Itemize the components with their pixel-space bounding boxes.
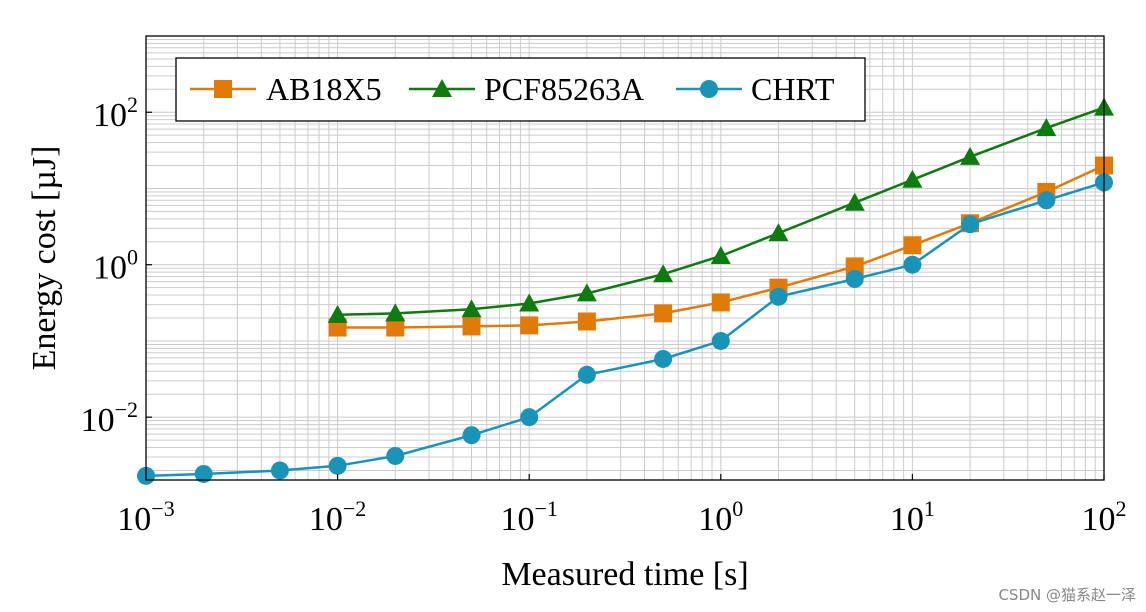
point-chrt bbox=[462, 426, 481, 445]
series-pcf85263a bbox=[327, 97, 1114, 323]
legend-label-ab18x5: AB18X5 bbox=[266, 71, 382, 107]
legend-marker-chrt bbox=[700, 80, 718, 98]
legend-marker-pcf85263a bbox=[432, 79, 452, 97]
point-pcf85263a bbox=[327, 304, 348, 323]
x-tick-label: 100 bbox=[698, 496, 743, 538]
legend: AB18X5 PCF85263A CHRT bbox=[175, 57, 866, 122]
x-tick-label: 10−3 bbox=[117, 496, 174, 538]
series-chrt bbox=[137, 173, 1113, 485]
point-ab18x5 bbox=[711, 293, 730, 312]
legend-box bbox=[175, 57, 866, 122]
point-pcf85263a bbox=[1036, 118, 1057, 137]
point-chrt bbox=[1037, 191, 1056, 210]
point-chrt bbox=[654, 349, 673, 368]
x-tick-label: 10−1 bbox=[500, 496, 557, 538]
x-axis-label: Measured time [s] bbox=[501, 556, 748, 593]
point-pcf85263a bbox=[576, 283, 597, 302]
point-chrt bbox=[961, 215, 980, 234]
y-axis-label: Energy cost [µJ] bbox=[26, 146, 63, 371]
legend-marker-ab18x5 bbox=[214, 80, 232, 98]
legend-entry-chrt: CHRT bbox=[676, 71, 835, 107]
point-chrt bbox=[711, 331, 730, 350]
point-chrt bbox=[769, 287, 788, 306]
point-chrt bbox=[194, 464, 213, 483]
x-tick-label: 102 bbox=[1082, 496, 1127, 538]
plot-frame bbox=[145, 35, 1105, 481]
point-pcf85263a bbox=[710, 246, 731, 265]
x-axis-ticks: 10−3 10−2 10−1 100 101 102 bbox=[117, 474, 1127, 538]
point-chrt bbox=[270, 461, 289, 480]
series-layer bbox=[137, 97, 1114, 485]
point-chrt bbox=[903, 255, 922, 274]
point-pcf85263a bbox=[385, 303, 406, 322]
point-pcf85263a bbox=[519, 293, 540, 312]
x-tick-label: 101 bbox=[890, 496, 935, 538]
point-pcf85263a bbox=[768, 223, 789, 242]
legend-entry-ab18x5: AB18X5 bbox=[190, 71, 382, 107]
legend-entry-pcf85263a: PCF85263A bbox=[409, 71, 644, 107]
point-ab18x5 bbox=[654, 304, 673, 323]
point-pcf85263a bbox=[960, 146, 981, 165]
watermark: CSDN @猫系赵一泽 bbox=[998, 586, 1136, 604]
point-chrt bbox=[386, 446, 405, 465]
point-pcf85263a bbox=[653, 264, 674, 283]
point-ab18x5 bbox=[386, 318, 405, 337]
point-ab18x5 bbox=[328, 318, 347, 337]
point-ab18x5 bbox=[845, 257, 864, 276]
legend-label-chrt: CHRT bbox=[751, 71, 835, 107]
x-tick-label: 10−2 bbox=[309, 496, 366, 538]
series-line-chrt bbox=[145, 181, 1105, 478]
point-ab18x5 bbox=[577, 312, 596, 331]
y-tick-label: 102 bbox=[93, 92, 138, 134]
point-chrt bbox=[328, 456, 347, 475]
point-pcf85263a bbox=[844, 192, 865, 211]
point-pcf85263a bbox=[461, 299, 482, 318]
point-ab18x5 bbox=[520, 316, 539, 335]
legend-label-pcf85263a: PCF85263A bbox=[484, 71, 644, 107]
y-tick-label: 100 bbox=[93, 245, 138, 287]
y-tick-label: 10−2 bbox=[81, 397, 138, 439]
point-chrt bbox=[520, 408, 539, 427]
point-chrt bbox=[845, 269, 864, 288]
point-pcf85263a bbox=[902, 169, 923, 188]
point-chrt bbox=[577, 365, 596, 384]
y-axis-ticks: 10−2 100 102 bbox=[81, 92, 152, 439]
point-ab18x5 bbox=[903, 236, 922, 255]
point-ab18x5 bbox=[462, 317, 481, 336]
